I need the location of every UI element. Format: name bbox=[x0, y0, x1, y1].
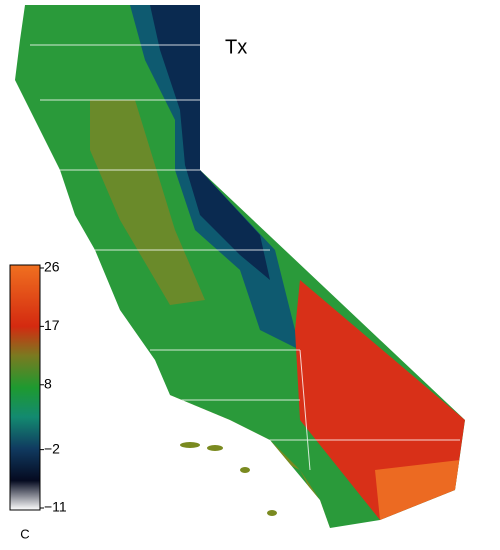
colorbar bbox=[9, 264, 41, 511]
colorbar-tick-label: −11 bbox=[44, 499, 67, 515]
colorbar-tick-label: 17 bbox=[44, 317, 60, 333]
colorbar-tick-label: 26 bbox=[44, 259, 60, 275]
colorbar-unit: C bbox=[20, 526, 29, 541]
islands bbox=[180, 442, 277, 516]
map-title: Tx bbox=[225, 36, 247, 58]
colorbar-tick-label: −2 bbox=[44, 440, 60, 456]
colorbar-tick-label: 8 bbox=[44, 375, 52, 391]
